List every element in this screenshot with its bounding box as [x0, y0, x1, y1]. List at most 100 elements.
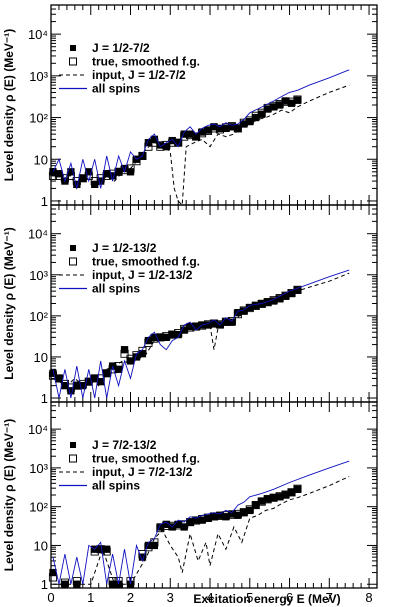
legend-label: true, smoothed f.g. — [92, 255, 200, 269]
open-square-point — [60, 578, 69, 587]
all-spins-line — [52, 269, 350, 399]
plot-frame — [50, 401, 378, 589]
open-square-point — [281, 490, 290, 499]
open-square-point — [257, 497, 266, 506]
y-tick-label: 1 — [41, 194, 48, 209]
open-square-point — [138, 550, 147, 559]
open-square-point — [186, 518, 195, 527]
x-axis-ticks — [50, 402, 370, 588]
input-dashed-line — [53, 476, 350, 585]
x-tick-label: 5 — [246, 590, 253, 605]
x-axis-ticks — [50, 205, 370, 402]
open-square-point — [263, 298, 272, 307]
open-square-point — [281, 97, 290, 106]
open-square-point — [227, 122, 236, 131]
legend-open-square-icon — [69, 57, 77, 66]
y-axis-ticks — [51, 204, 377, 399]
x-axis-ticks — [50, 5, 370, 205]
open-square-point — [257, 108, 266, 117]
open-square-point — [48, 371, 58, 380]
all-spins-line — [52, 460, 350, 585]
y-tick-label: 10⁴ — [28, 27, 48, 42]
open-square-point — [120, 349, 129, 358]
y-tick-label: 10² — [29, 309, 48, 324]
filled-square-point — [49, 568, 57, 577]
open-square-point — [233, 124, 242, 133]
y-tick-label: 10 — [34, 538, 48, 553]
y-tick-label: 10² — [29, 500, 48, 515]
open-square-point — [293, 95, 302, 104]
open-square-point — [90, 177, 99, 186]
open-square-point — [120, 166, 129, 175]
data-series-group — [48, 460, 350, 588]
x-axis-title: Excitation energy E (MeV) — [193, 592, 340, 606]
open-square-point — [186, 131, 195, 140]
legend-open-square-icon — [69, 257, 77, 266]
open-square-point — [269, 101, 278, 110]
open-square-point — [281, 291, 290, 300]
open-square-point — [132, 351, 141, 360]
open-square-point — [138, 346, 147, 355]
legend-label: true, smoothed f.g. — [92, 452, 200, 466]
legend-open-square-icon — [69, 454, 77, 463]
open-square-point — [275, 100, 284, 109]
open-square-point — [215, 320, 225, 329]
open-square-point — [245, 505, 254, 514]
x-tick-label: 2 — [127, 590, 134, 605]
y-tick-label: 10 — [34, 350, 48, 365]
y-axis-title: Level density ρ (E) (MeV⁻¹) — [2, 227, 16, 379]
data-series-group — [48, 69, 350, 207]
y-tick-label: 10² — [29, 111, 48, 126]
chart-panel-2: 1 10 10² 10³ 10⁴ Level density ρ (E) (MeV⁻¹) J… — [2, 204, 378, 406]
open-square-point — [233, 509, 242, 518]
legend-filled-square-icon — [70, 442, 76, 448]
legend-label: J = 1/2-13/2 — [92, 241, 157, 255]
open-square-point — [66, 383, 75, 392]
x-tick-label: 3 — [167, 590, 174, 605]
legend-label: input, J = 7/2-13/2 — [92, 465, 193, 479]
legend-label: true, smoothed f.g. — [92, 55, 200, 69]
input-dashed-line — [53, 84, 350, 207]
open-square-point — [180, 520, 189, 529]
open-square-point — [96, 545, 105, 554]
open-square-point — [293, 484, 302, 493]
x-tick-label: 6 — [286, 590, 293, 605]
open-square-point — [239, 508, 248, 517]
legend-label: input, J = 1/2-7/2 — [92, 68, 186, 82]
open-square-point — [138, 151, 147, 161]
y-tick-label: 10⁴ — [28, 227, 48, 242]
data-series-group — [48, 269, 350, 399]
legend-label: all spins — [92, 82, 140, 96]
y-tick-label: 10 — [34, 152, 48, 167]
open-square-point — [78, 379, 87, 389]
open-square-point — [209, 124, 219, 133]
open-square-point — [198, 129, 207, 138]
open-square-point — [192, 516, 201, 525]
open-square-point — [251, 111, 260, 120]
open-square-point — [275, 492, 284, 501]
open-square-point — [162, 332, 171, 341]
open-square-point — [90, 547, 99, 556]
y-tick-label: 10⁴ — [28, 422, 48, 437]
open-square-point — [108, 169, 117, 178]
y-axis-title: Level density ρ (E) (MeV⁻¹) — [2, 419, 16, 571]
y-tick-label: 10³ — [29, 461, 48, 476]
open-square-point — [132, 157, 141, 166]
legend-label: all spins — [92, 479, 140, 493]
open-square-point — [48, 573, 58, 582]
open-square-point — [251, 301, 260, 310]
y-tick-label: 1 — [41, 577, 48, 592]
chart-panel-1: 1 10 10² 10³ 10⁴ Level density ρ (E) (MeV⁻¹) J… — [2, 4, 378, 209]
x-tick-label: 4 — [206, 590, 213, 605]
open-square-point — [168, 330, 177, 339]
legend-filled-square-icon — [70, 245, 76, 251]
all-spins-line — [52, 69, 350, 189]
open-square-point — [156, 142, 165, 151]
plot-frame — [50, 204, 378, 403]
open-square-point — [168, 521, 177, 530]
